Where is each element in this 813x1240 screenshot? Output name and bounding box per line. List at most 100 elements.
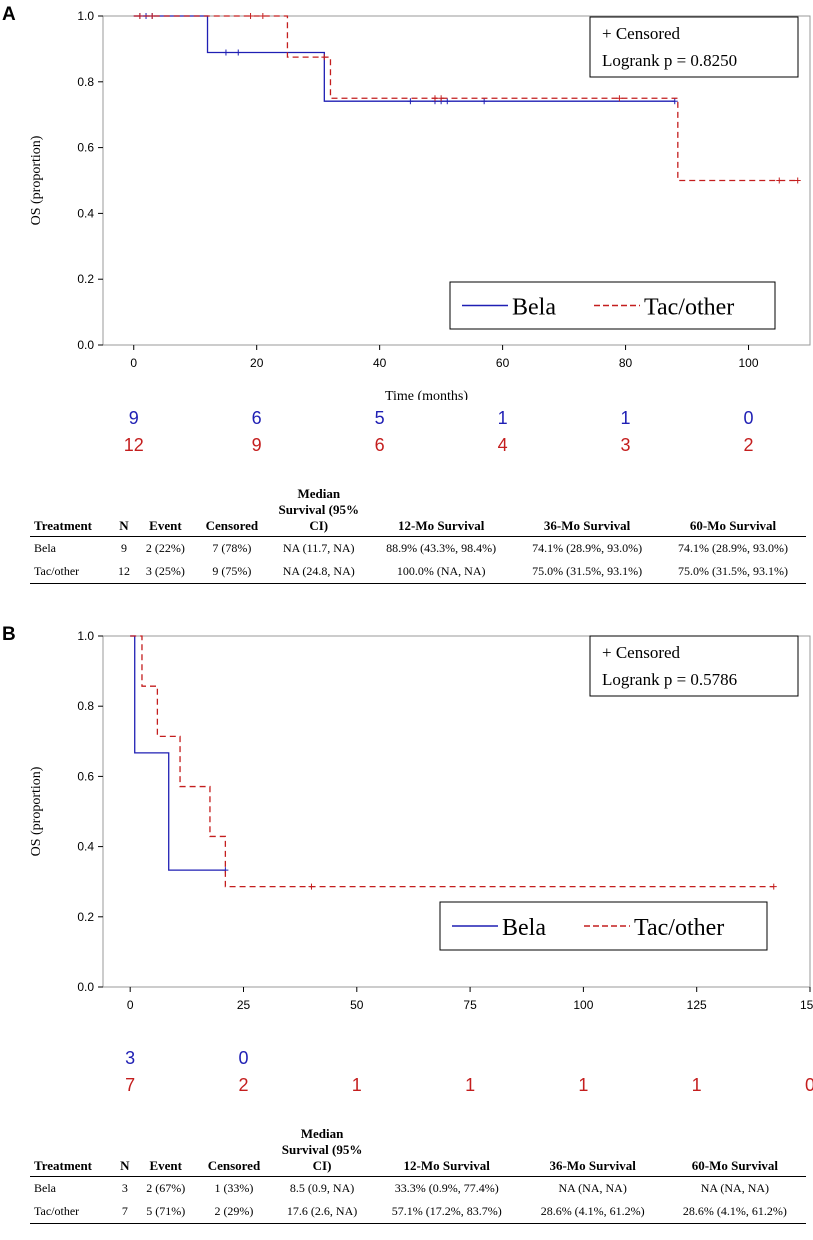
column-header: 36-Mo Survival bbox=[514, 484, 661, 537]
summary-table-a: Treatment N Event Censored Median Survival (… bbox=[30, 484, 806, 584]
x-tick-label: 0 bbox=[130, 356, 137, 370]
column-header: Event bbox=[135, 1124, 196, 1177]
risk-row-tac: 7 2 1 1 1 1 0 bbox=[0, 1075, 813, 1101]
plot-frame bbox=[102, 15, 811, 346]
y-axis-label: OS (proportion) bbox=[29, 766, 44, 856]
annotation-box bbox=[589, 635, 799, 697]
summary-table-b: Treatment N Event Censored Median Survival (… bbox=[30, 1124, 806, 1224]
table-header-row: Treatment N Event Censored Median Survival (… bbox=[30, 484, 806, 537]
risk-count: 1 bbox=[351, 1075, 362, 1095]
table-cell: 75.0% (31.5%, 93.1%) bbox=[514, 560, 661, 584]
x-tick-label: 150 bbox=[800, 998, 813, 1012]
table-row: Bela 9 2 (22%) 7 (78%) NA (11.7, NA) 88.9% (4… bbox=[30, 537, 806, 561]
x-tick-label: 100 bbox=[573, 998, 593, 1012]
annotation-box bbox=[589, 16, 799, 78]
y-tick-label: 0.8 bbox=[77, 699, 94, 713]
table-cell: 88.9% (43.3%, 98.4%) bbox=[386, 541, 497, 555]
table-cell: 74.1% (28.9%, 93.0%) bbox=[532, 541, 643, 555]
table-cell: Bela bbox=[34, 541, 56, 555]
risk-count: 1 bbox=[578, 1075, 589, 1095]
y-tick-label: 0.8 bbox=[77, 75, 94, 89]
x-axis-label: Time (months) bbox=[385, 389, 468, 400]
km-plot-b: 0.0 0.2 0.4 0.6 0.8 1.0 0 25 50 75 100 125 150 Time (… bbox=[29, 629, 813, 1032]
panel-letter: A bbox=[2, 4, 16, 25]
risk-count: 9 bbox=[128, 408, 139, 428]
y-tick-label: 1.0 bbox=[77, 9, 94, 23]
plot-frame bbox=[102, 635, 811, 988]
table-cell: Tac/other bbox=[30, 1200, 114, 1224]
y-tick-label: 0.0 bbox=[77, 338, 94, 352]
series-line-tacother bbox=[130, 635, 774, 888]
table-cell: Tac/other bbox=[30, 560, 112, 584]
x-tick-label: 50 bbox=[350, 998, 364, 1012]
column-header: N bbox=[113, 1124, 136, 1177]
table-cell: NA (NA, NA) bbox=[558, 1181, 627, 1195]
risk-count: 3 bbox=[125, 1048, 136, 1068]
table-row: Tac/other 12 3 (25%) 9 (75%) NA (24.8, NA) 10… bbox=[30, 560, 806, 584]
x-tick-label: 40 bbox=[373, 356, 387, 370]
table-cell: 74.1% (28.9%, 93.0%) bbox=[678, 541, 788, 555]
series-line-tacother bbox=[133, 15, 798, 182]
risk-count: 12 bbox=[123, 435, 144, 455]
x-tick-label: 20 bbox=[250, 356, 264, 370]
panel-letter: B bbox=[2, 624, 16, 645]
legend-label: Bela bbox=[502, 915, 546, 941]
risk-row-bela: 9 6 5 1 1 0 bbox=[0, 408, 813, 434]
y-tick-label: 0.2 bbox=[77, 910, 94, 924]
x-tick-label: 0 bbox=[127, 998, 134, 1012]
risk-count: 1 bbox=[691, 1075, 702, 1095]
table-cell: NA (NA, NA) bbox=[700, 1181, 770, 1195]
column-header: 36-Mo Survival bbox=[521, 1124, 664, 1177]
legend-label: Tac/other bbox=[644, 295, 734, 321]
table-cell: 17.6 (2.6, NA) bbox=[272, 1200, 372, 1224]
logrank-p-value: Logrank p = 0.5786 bbox=[602, 670, 737, 689]
risk-count: 1 bbox=[497, 408, 508, 428]
y-tick-label: 0.4 bbox=[77, 840, 94, 854]
x-tick-label: 125 bbox=[687, 998, 707, 1012]
y-tick-label: 0.4 bbox=[77, 206, 94, 220]
risk-count: 5 bbox=[374, 408, 385, 428]
x-tick-label: 100 bbox=[739, 356, 759, 370]
column-header: Censored bbox=[194, 484, 270, 537]
risk-row-tac: 12 9 6 4 3 2 bbox=[0, 435, 813, 461]
legend-label: Bela bbox=[512, 295, 556, 321]
table-cell: 33.3% (0.9%, 77.4%) bbox=[394, 1181, 499, 1195]
table-cell: 57.1% (17.2%, 83.7%) bbox=[371, 1200, 522, 1224]
risk-count: 1 bbox=[465, 1075, 476, 1095]
logrank-p-value: Logrank p = 0.8250 bbox=[602, 51, 737, 70]
column-header: Treatment bbox=[30, 484, 112, 537]
risk-count: 0 bbox=[743, 408, 754, 428]
y-tick-label: 0.0 bbox=[77, 980, 94, 994]
risk-count: 0 bbox=[238, 1048, 249, 1068]
y-tick-label: 0.6 bbox=[77, 141, 94, 155]
risk-count: 2 bbox=[743, 435, 754, 455]
risk-count: 7 bbox=[125, 1075, 136, 1095]
table-row: Tac/other 7 5 (71%) 2 (29%) 17.6 (2.6, NA) 57… bbox=[30, 1200, 806, 1224]
risk-count: 1 bbox=[620, 408, 631, 428]
table-cell: NA (11.7, NA) bbox=[282, 541, 355, 555]
table-cell: 2 (22%) bbox=[145, 541, 185, 555]
y-tick-label: 1.0 bbox=[77, 629, 94, 643]
panel-b: B 0.00.20.40.60.81.00255075100125150Time… bbox=[0, 620, 813, 1240]
table-cell: 28.6% (4.1%, 61.2%) bbox=[521, 1200, 664, 1224]
series-line-bela bbox=[130, 635, 226, 871]
y-axis-label: OS (proportion) bbox=[29, 135, 44, 225]
table-cell: 100.0% (NA, NA) bbox=[368, 560, 515, 584]
risk-count: 4 bbox=[497, 435, 508, 455]
panel-a: A 0.0 0.2 0.4 0.6 0.8 1.0 0 20 40 60 80 100 Time (mo… bbox=[0, 0, 813, 600]
risk-count: 2 bbox=[238, 1075, 249, 1095]
y-tick-label: 0.2 bbox=[77, 272, 94, 286]
censored-note: + Censored bbox=[602, 24, 681, 43]
table-cell: 7 (78%) bbox=[212, 541, 252, 555]
risk-count: 0 bbox=[804, 1075, 813, 1095]
column-header: Censored bbox=[195, 1124, 273, 1177]
table-cell: 12 bbox=[111, 560, 137, 584]
table-cell: NA (24.8, NA) bbox=[269, 560, 369, 584]
x-tick-label: 25 bbox=[237, 998, 251, 1012]
table-cell: 5 (71%) bbox=[135, 1200, 196, 1224]
risk-count: 6 bbox=[251, 408, 262, 428]
risk-count: 9 bbox=[251, 435, 262, 455]
column-header: 60-Mo Survival bbox=[660, 484, 806, 537]
